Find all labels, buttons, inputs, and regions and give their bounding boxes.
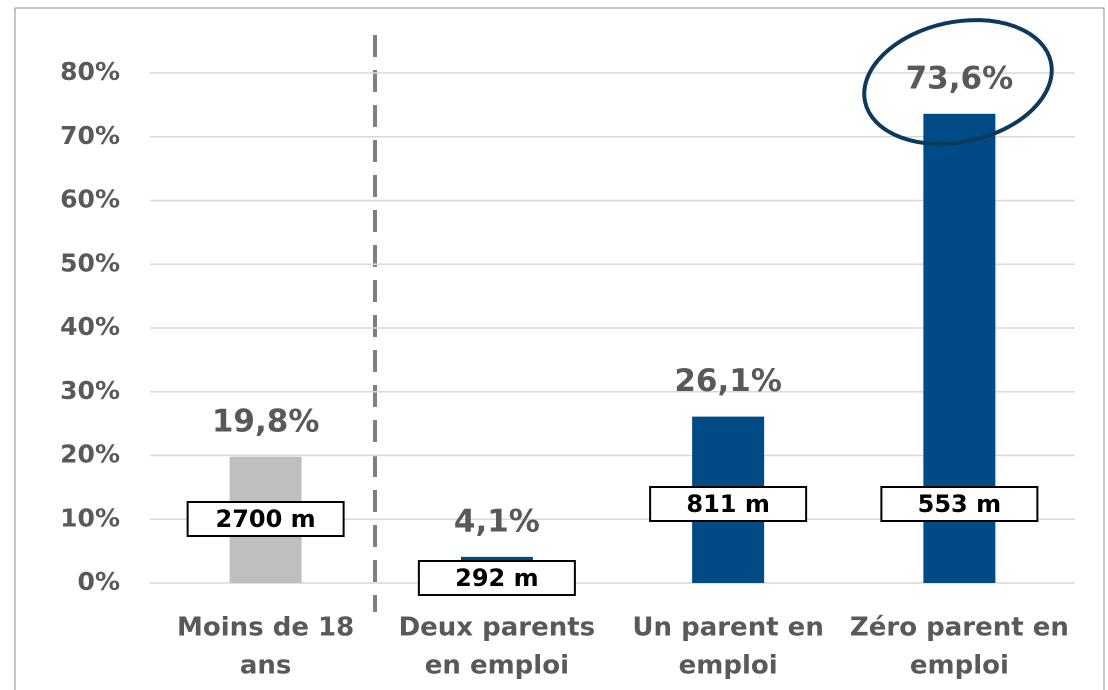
y-tick-label: 40% bbox=[60, 312, 120, 341]
value-label: 4,1% bbox=[454, 503, 540, 539]
population-label: 292 m bbox=[455, 564, 538, 592]
x-tick-label: Deux parents bbox=[399, 613, 596, 643]
value-label: 19,8% bbox=[212, 403, 320, 439]
y-tick-label: 20% bbox=[60, 440, 120, 469]
population-box bbox=[649, 486, 808, 522]
y-tick-label: 10% bbox=[60, 503, 120, 532]
y-tick-label: 0% bbox=[78, 567, 120, 596]
x-tick-label: Un parent en bbox=[632, 613, 823, 643]
population-box bbox=[417, 560, 576, 596]
x-tick-label: en emploi bbox=[425, 651, 569, 681]
population-box bbox=[880, 486, 1039, 522]
y-tick-label: 70% bbox=[60, 121, 120, 150]
x-tick-label: emploi bbox=[910, 651, 1009, 681]
x-tick-label: ans bbox=[240, 651, 292, 681]
value-label: 73,6% bbox=[906, 60, 1014, 96]
population-box bbox=[186, 501, 345, 537]
x-tick-label: emploi bbox=[679, 651, 778, 681]
y-tick-label: 60% bbox=[60, 185, 120, 214]
x-tick-label: Zéro parent en bbox=[850, 613, 1069, 643]
y-tick-label: 50% bbox=[60, 248, 120, 277]
value-label: 26,1% bbox=[674, 363, 782, 399]
population-label: 553 m bbox=[918, 490, 1001, 518]
highlight-ellipse bbox=[862, 18, 1054, 146]
chart-frame bbox=[14, 7, 1105, 690]
population-label: 811 m bbox=[686, 490, 769, 518]
y-tick-label: 30% bbox=[60, 376, 120, 405]
population-label: 2700 m bbox=[216, 505, 316, 533]
y-tick-label: 80% bbox=[60, 57, 120, 86]
x-tick-label: Moins de 18 bbox=[177, 613, 354, 643]
